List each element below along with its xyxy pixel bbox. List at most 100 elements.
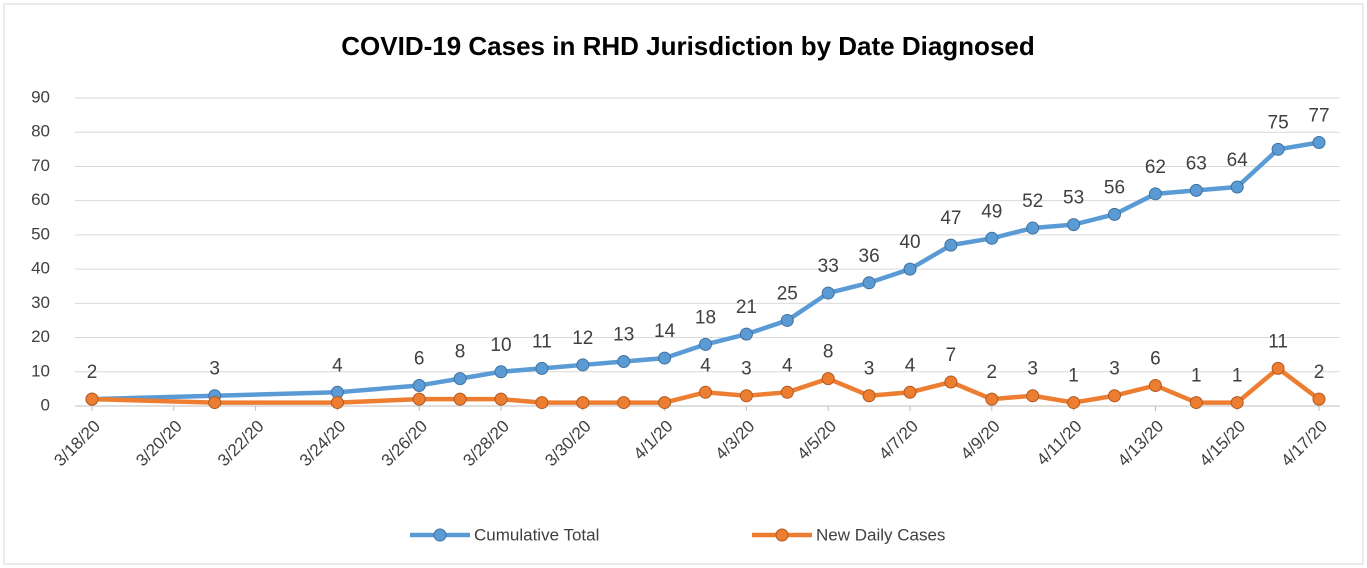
data-label: 63 (1186, 153, 1207, 174)
marker (494, 365, 508, 379)
marker (1312, 135, 1326, 149)
marker (330, 396, 344, 410)
marker (1189, 396, 1203, 410)
marker (780, 313, 794, 327)
marker (658, 351, 672, 365)
marker (576, 396, 590, 410)
y-tick-label: 90 (31, 87, 50, 106)
marker (985, 392, 999, 406)
data-label: 10 (490, 335, 511, 356)
marker (985, 231, 999, 245)
y-tick-label: 20 (31, 327, 50, 346)
legend-label: Cumulative Total (474, 525, 599, 544)
marker (453, 372, 467, 386)
data-label: 1 (1232, 366, 1243, 387)
y-tick-label: 80 (31, 122, 50, 141)
marker (1108, 207, 1121, 221)
marker (1148, 187, 1162, 201)
legend-marker (433, 528, 447, 542)
legend-item: New Daily Cases (752, 525, 945, 544)
marker (862, 276, 876, 290)
y-tick-label: 70 (31, 156, 50, 175)
marker (494, 392, 508, 406)
data-label: 53 (1063, 188, 1084, 209)
marker (1148, 378, 1162, 392)
y-tick-label: 10 (31, 361, 50, 380)
marker (85, 392, 99, 406)
marker (658, 396, 672, 410)
data-label: 11 (1268, 331, 1288, 352)
data-label: 33 (818, 256, 839, 277)
legend-marker (775, 528, 789, 542)
marker (1108, 389, 1121, 403)
data-label: 64 (1227, 150, 1249, 171)
marker (617, 396, 631, 410)
data-label: 11 (532, 331, 552, 352)
marker (903, 262, 917, 276)
data-label: 4 (332, 355, 343, 376)
marker (1271, 361, 1285, 375)
data-label: 4 (905, 355, 916, 376)
data-label: 52 (1022, 191, 1043, 212)
data-label: 36 (859, 246, 880, 267)
marker (1271, 142, 1285, 156)
marker (1189, 183, 1203, 197)
data-label: 1 (1191, 366, 1202, 387)
y-tick-label: 60 (31, 190, 50, 209)
data-label: 56 (1104, 177, 1125, 198)
chart-title: COVID-19 Cases in RHD Jurisdiction by Da… (341, 31, 1035, 61)
data-label: 18 (695, 307, 716, 328)
marker (903, 385, 917, 399)
marker (821, 372, 835, 386)
marker (739, 327, 753, 341)
data-label: 2 (987, 362, 998, 383)
data-label: 2 (1314, 362, 1325, 383)
line (91, 140, 1320, 402)
y-tick-label: 50 (31, 224, 50, 243)
data-label: 4 (782, 355, 793, 376)
data-label: 3 (864, 359, 875, 380)
data-label: 3 (1109, 359, 1120, 380)
marker (1067, 218, 1081, 232)
marker (576, 358, 590, 372)
marker (412, 378, 426, 392)
data-label: 13 (613, 325, 634, 346)
data-label: 3 (1027, 359, 1038, 380)
marker (699, 385, 712, 399)
data-label: 3 (209, 359, 220, 380)
marker (944, 375, 958, 389)
marker (617, 355, 631, 369)
data-label: 6 (1150, 348, 1161, 369)
marker (821, 286, 835, 300)
marker (1230, 396, 1244, 410)
marker (699, 337, 712, 351)
marker (1026, 389, 1040, 403)
data-label: 21 (736, 297, 757, 318)
data-label: 4 (700, 355, 711, 376)
data-label: 8 (455, 342, 466, 363)
data-label: 14 (654, 321, 676, 342)
marker (1067, 396, 1081, 410)
y-tick-label: 40 (31, 259, 50, 278)
marker (944, 238, 958, 252)
data-label: 40 (899, 232, 920, 253)
y-tick-label: 30 (31, 293, 50, 312)
marker (1026, 221, 1040, 235)
y-tick-label: 0 (41, 395, 50, 414)
data-label: 3 (741, 359, 752, 380)
marker (535, 361, 549, 375)
data-label: 62 (1145, 157, 1166, 178)
legend-item: Cumulative Total (410, 525, 599, 544)
marker (780, 385, 794, 399)
marker (453, 392, 467, 406)
data-label: 2 (87, 362, 98, 383)
data-label: 12 (572, 328, 593, 349)
line (91, 366, 1321, 405)
data-label: 6 (414, 348, 425, 369)
data-label: 1 (1068, 366, 1079, 387)
data-label: 47 (940, 208, 961, 229)
marker (862, 389, 876, 403)
chart-border (3, 3, 1364, 565)
data-label: 75 (1268, 112, 1289, 133)
